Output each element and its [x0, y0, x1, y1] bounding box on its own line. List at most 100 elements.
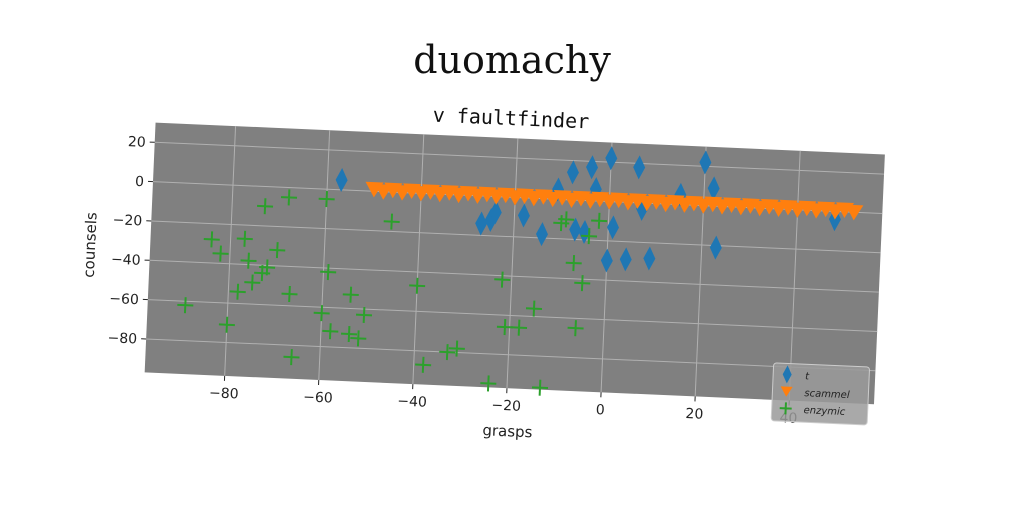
data-point	[535, 222, 548, 247]
data-point	[350, 330, 367, 347]
data-point	[236, 230, 253, 247]
plot-background	[144, 122, 885, 405]
data-point	[355, 306, 373, 324]
y-tick-label: 0	[135, 174, 145, 190]
data-point	[574, 275, 591, 292]
data-marks	[177, 146, 864, 396]
legend-entry: scammel	[780, 386, 850, 401]
data-point	[525, 300, 543, 317]
data-point	[342, 286, 359, 303]
data-point	[591, 212, 608, 229]
data-point	[480, 375, 497, 392]
data-point	[586, 155, 599, 180]
y-grid-line	[151, 220, 881, 254]
data-point	[605, 146, 618, 171]
data-point	[335, 168, 348, 193]
data-point	[439, 344, 456, 361]
legend-marker	[782, 365, 792, 384]
legend: t scammel enzymic	[770, 362, 870, 426]
data-point	[569, 217, 582, 242]
legend-entry: enzymic	[779, 402, 846, 418]
data-point	[259, 259, 276, 276]
data-point	[494, 271, 511, 288]
data-point	[283, 349, 300, 366]
chart-title: v faultfinder	[432, 103, 589, 134]
data-point	[341, 325, 358, 343]
data-point	[565, 255, 582, 272]
data-point	[203, 231, 220, 248]
data-point	[318, 191, 335, 208]
x-grid-line	[412, 134, 425, 385]
data-point	[322, 323, 339, 340]
data-point	[244, 274, 261, 291]
legend-label: t	[805, 371, 810, 382]
x-grid-line	[694, 146, 707, 397]
page-title: duomachy	[413, 38, 611, 82]
data-point	[600, 248, 613, 273]
data-point	[383, 213, 400, 230]
y-grid-line	[149, 259, 879, 293]
grid-lines	[146, 126, 885, 401]
data-point	[177, 297, 194, 314]
y-grid-line	[146, 338, 876, 372]
data-point	[320, 263, 337, 281]
x-grid-line	[506, 138, 519, 389]
series-enzymic	[177, 189, 608, 396]
data-point	[218, 316, 235, 333]
data-point	[699, 150, 712, 175]
y-tick-label: −80	[107, 330, 137, 347]
data-point	[633, 155, 646, 180]
data-point	[257, 198, 274, 215]
data-point	[511, 319, 528, 336]
y-tick-label: −20	[112, 212, 142, 229]
x-tick-label: 20	[685, 406, 704, 423]
data-point	[707, 176, 720, 201]
data-point	[409, 277, 426, 294]
data-point	[229, 283, 246, 300]
data-point	[517, 203, 530, 228]
y-grid-line	[147, 299, 878, 332]
legend-label: enzymic	[803, 405, 846, 418]
data-point	[709, 235, 722, 260]
x-tick-label: −20	[491, 398, 521, 415]
legend-marker	[780, 386, 793, 397]
x-grid-line	[224, 126, 237, 376]
data-point	[531, 379, 549, 396]
x-grid-line	[788, 150, 801, 401]
data-point	[567, 320, 584, 337]
data-point	[212, 245, 229, 262]
data-point	[580, 228, 598, 245]
data-point	[558, 211, 575, 228]
x-tick-label: −80	[209, 385, 239, 402]
x-grid-line	[318, 130, 331, 381]
data-point	[643, 246, 656, 271]
y-grid-line	[154, 141, 885, 175]
data-point	[606, 215, 619, 240]
data-point	[313, 305, 330, 322]
data-point	[845, 204, 864, 221]
x-tick-label: 0	[595, 402, 605, 418]
data-point	[280, 189, 298, 206]
data-point	[566, 160, 579, 185]
data-point	[475, 211, 488, 236]
y-axis-ticks: 20 0 −20 −40 −60 −80	[107, 134, 155, 348]
legend-label: scammel	[804, 388, 850, 401]
y-tick-label: −60	[109, 291, 139, 308]
legend-entry: t	[782, 365, 810, 384]
data-point	[489, 200, 502, 225]
data-point	[578, 220, 591, 244]
y-axis-label: counsels	[80, 212, 101, 278]
data-point	[619, 247, 632, 272]
data-point	[496, 319, 513, 336]
x-tick-label: −40	[397, 393, 427, 410]
data-point	[269, 242, 286, 259]
data-point	[448, 340, 465, 357]
x-tick-label: −60	[303, 389, 333, 406]
data-point	[240, 252, 257, 269]
legend-box	[770, 362, 870, 426]
legend-marker	[779, 402, 792, 415]
data-point	[415, 356, 432, 373]
x-axis-label: grasps	[482, 421, 533, 441]
series-scammel	[365, 181, 864, 221]
